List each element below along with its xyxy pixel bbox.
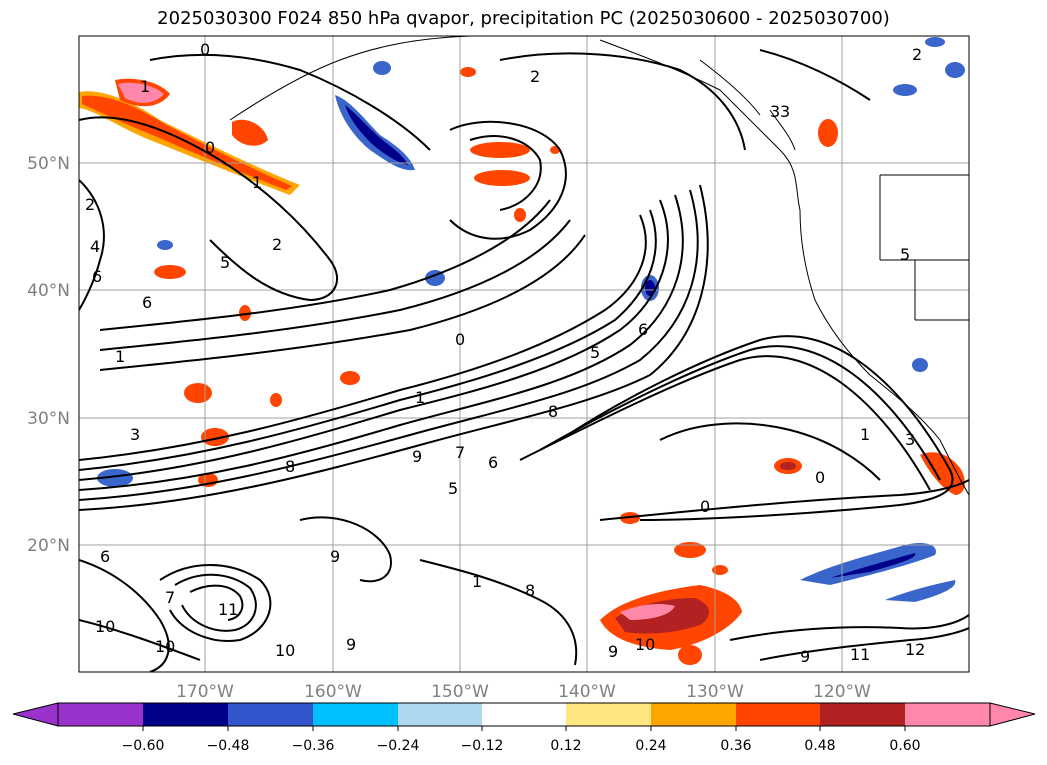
contour-label: 4 (90, 237, 100, 256)
lat-tick-label: 50°N (27, 154, 70, 174)
contour-label: 0 (200, 40, 210, 59)
colorbar-tick-label: −0.48 (207, 738, 250, 754)
contour-label: 9 (346, 635, 356, 654)
colorbar-extend-low (12, 702, 59, 727)
precip-shading (79, 37, 965, 665)
contour-label: 0 (455, 330, 465, 349)
contour-label: 6 (488, 453, 498, 472)
qvapor-contours (79, 49, 969, 672)
contour-label: 1 (140, 77, 150, 96)
colorbar-swatch (651, 703, 736, 726)
contour-label: 6 (142, 293, 152, 312)
lon-tick-label: 140°W (558, 682, 616, 702)
contour-label: 10 (275, 641, 295, 660)
contour-label: 2 (85, 195, 95, 214)
colorbar-tick-label: −0.24 (377, 738, 420, 754)
contour-label: 0 (205, 138, 215, 157)
contour-label: 1 (115, 347, 125, 366)
contour-label: 12 (905, 640, 925, 659)
contour-label: 3 (130, 425, 140, 444)
colorbar-tick-label: −0.12 (461, 738, 504, 754)
contour-label: 0 (700, 497, 710, 516)
lon-tick-label: 170°W (176, 682, 234, 702)
colorbar: −0.60 −0.48 −0.36 −0.24 −0.12 0.12 0.24 … (12, 702, 1036, 754)
contour-label: 9 (330, 547, 340, 566)
lon-tick-label: 130°W (686, 682, 744, 702)
coastlines (229, 36, 969, 496)
colorbar-tick-label: −0.60 (122, 738, 165, 754)
longitude-labels: 170°W 160°W 150°W 140°W 130°W 120°W (176, 682, 871, 702)
colorbar-tick-label: 0.24 (635, 738, 666, 754)
colorbar-swatch (482, 703, 566, 726)
colorbar-swatch (566, 703, 651, 726)
colorbar-swatch (143, 703, 228, 726)
colorbar-swatch (58, 703, 143, 726)
colorbar-swatch (905, 703, 990, 726)
contour-label: 5 (900, 245, 910, 264)
contour-label: 0 (815, 468, 825, 487)
colorbar-swatch (228, 703, 313, 726)
contour-label: 2 (272, 235, 282, 254)
contour-label: 2 (912, 45, 922, 64)
latitude-labels: 50°N 40°N 30°N 20°N (27, 154, 70, 556)
contour-label: 6 (638, 320, 648, 339)
map-frame (78, 35, 970, 673)
contour-label: 3 (770, 102, 780, 121)
contour-label: 5 (590, 343, 600, 362)
contour-label: 11 (218, 600, 238, 619)
lat-tick-label: 30°N (27, 409, 70, 429)
contour-label: 8 (285, 457, 295, 476)
lat-tick-label: 20°N (27, 536, 70, 556)
colorbar-tick-label: 0.60 (889, 738, 920, 754)
contour-label: 1 (472, 572, 482, 591)
contour-label: 9 (412, 447, 422, 466)
contour-label: 8 (525, 581, 535, 600)
colorbar-tick-label: 0.48 (804, 738, 835, 754)
colorbar-swatch (736, 703, 820, 726)
contour-labels: 0 1 1 2 2 2 4 5 6 6 0 0 1 1 3 5 6 8 9 7 … (85, 40, 925, 666)
contour-label: 5 (220, 253, 230, 272)
contour-label: 6 (100, 547, 110, 566)
contour-label: 2 (530, 67, 540, 86)
contour-label: 11 (850, 645, 870, 664)
colorbar-tick-label: 0.12 (550, 738, 581, 754)
colorbar-tick-label: −0.36 (292, 738, 335, 754)
contour-label: 5 (448, 479, 458, 498)
contour-label: 3 (905, 430, 915, 449)
colorbar-extend-high (989, 702, 1036, 727)
colorbar-tick-label: 0.36 (720, 738, 751, 754)
contour-label: 10 (155, 637, 175, 656)
colorbar-swatch (820, 703, 905, 726)
map-title: 2025030300 F024 850 hPa qvapor, precipit… (157, 8, 890, 29)
colorbar-swatch (398, 703, 482, 726)
contour-label: 6 (92, 267, 102, 286)
contour-label: 7 (165, 588, 175, 607)
lon-tick-label: 120°W (813, 682, 871, 702)
lon-tick-label: 150°W (431, 682, 489, 702)
contour-label: 3 (780, 102, 790, 121)
contour-label: 7 (455, 443, 465, 462)
contour-label: 1 (252, 173, 262, 192)
map-gridlines (79, 36, 969, 672)
contour-label: 9 (800, 647, 810, 666)
contour-label: 9 (608, 642, 618, 661)
contour-label: 1 (860, 425, 870, 444)
contour-label: 8 (548, 402, 558, 421)
lat-tick-label: 40°N (27, 281, 70, 301)
contour-label: 1 (415, 388, 425, 407)
contour-label: 10 (95, 617, 115, 636)
colorbar-frame (57, 702, 991, 727)
lon-tick-label: 160°W (304, 682, 362, 702)
colorbar-swatch (313, 703, 398, 726)
contour-label: 10 (635, 635, 655, 654)
